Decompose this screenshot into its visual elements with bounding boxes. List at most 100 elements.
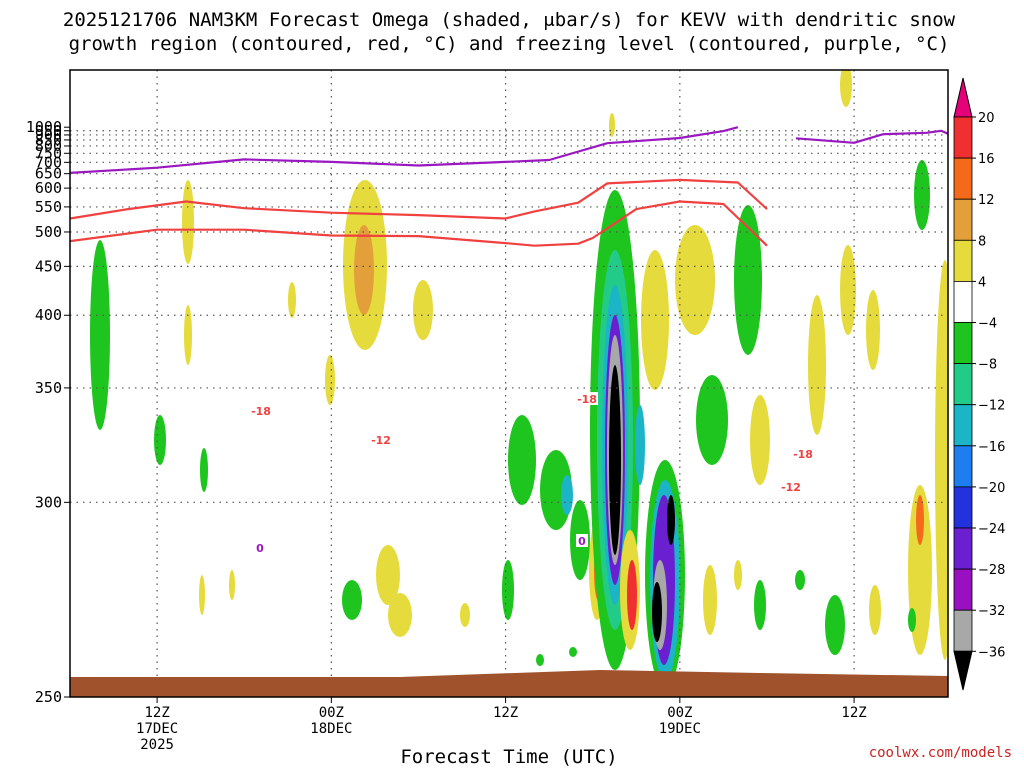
colorbar-segment: [953, 609, 973, 652]
omega-blob: [935, 260, 948, 660]
omega-blob: [229, 570, 235, 600]
omega-blob: [288, 282, 296, 318]
y-tick-label: 350: [35, 379, 62, 397]
label-bg: [370, 433, 392, 446]
omega-blob: [667, 495, 675, 545]
omega-blob: [840, 70, 852, 107]
omega-blob: [840, 245, 856, 335]
colorbar-segment: [953, 568, 973, 611]
y-tick-label: 400: [35, 306, 62, 324]
colorbar-label: 20: [978, 111, 995, 126]
colorbar-label: 16: [978, 152, 995, 167]
x-tick-label: 12Z: [493, 705, 518, 721]
omega-blob: [609, 113, 615, 137]
x-tick-label: 19DEC: [659, 721, 701, 737]
label-bg: [254, 541, 266, 554]
colorbar-bottom-triangle: [953, 650, 973, 691]
plot-frame: [69, 69, 949, 698]
omega-blob: [376, 545, 400, 605]
colorbar-segment: [953, 116, 973, 159]
y-tick-label: 850: [35, 131, 62, 149]
y-tick-label: 300: [35, 493, 62, 511]
omega-blob: [703, 565, 717, 635]
colorbar-segment: [953, 527, 973, 570]
colorbar-label: −12: [978, 399, 1005, 414]
omega-blob: [652, 582, 662, 642]
omega-blob: [90, 240, 110, 430]
omega-blob: [561, 475, 573, 515]
x-tick-label: 00Z: [667, 705, 692, 721]
omega-blob: [184, 305, 192, 365]
omega-blob: [808, 295, 826, 435]
omega-blob: [342, 580, 362, 620]
omega-blob: [508, 415, 536, 505]
isotherm-0C: [70, 126, 739, 174]
colorbar-label: −20: [978, 481, 1005, 496]
omega-blob: [609, 365, 621, 555]
omega-blob: [413, 280, 433, 340]
colorbar-label: 4: [978, 275, 986, 290]
omega-blob: [460, 603, 470, 627]
omega-blob: [388, 593, 412, 637]
omega-blob: [154, 415, 166, 465]
colorbar-segment: [953, 486, 973, 529]
chart-title-line1: 2025121706 NAM3KM Forecast Omega (shaded…: [63, 9, 956, 31]
colorbar-segment: [953, 280, 973, 323]
y-axis: 250 300 350 400 450 500 5506006507007508008509…: [26, 118, 70, 706]
colorbar-segment: [953, 157, 973, 200]
isotherm-0C-east: [795, 129, 948, 144]
label-bg: [792, 447, 814, 460]
label-neg12-a: -12: [371, 434, 391, 447]
colorbar-label: −8: [978, 358, 997, 373]
omega-blob: [502, 560, 514, 620]
y-tick-label: 900: [35, 126, 62, 144]
omega-blob: [825, 595, 845, 655]
y-tick-label: 650: [35, 165, 62, 183]
y-tick-label: 600: [35, 179, 62, 197]
label-neg18-a: -18: [251, 405, 271, 418]
credit-text: coolwx.com/models: [869, 745, 1012, 761]
y-tick-label: 450: [35, 257, 62, 275]
colorbar-label: −28: [978, 563, 1005, 578]
omega-blob: [325, 355, 335, 405]
label-bg: [576, 534, 588, 547]
isotherm-contours: [70, 126, 948, 247]
terrain: [70, 670, 948, 697]
omega-blob: [354, 225, 374, 315]
colorbar-top-triangle: [953, 77, 973, 118]
omega-blob: [908, 608, 916, 632]
label-neg18-c: -18: [793, 448, 813, 461]
omega-blob: [914, 160, 930, 230]
label-neg18-b: -18: [577, 393, 597, 406]
y-tick-label: 700: [35, 153, 62, 171]
y-tick-label: 500: [35, 223, 62, 241]
y-tick-label: 250: [35, 688, 62, 706]
omega-blob: [200, 448, 208, 492]
colorbar-label: −16: [978, 440, 1005, 455]
colorbar-label: −4: [978, 317, 997, 332]
x-tick-label: 12Z: [144, 705, 169, 721]
y-tick-label: 550: [35, 198, 62, 216]
x-tick-label: 12Z: [841, 705, 866, 721]
omega-blob: [675, 225, 715, 335]
chart-title-line2: growth region (contoured, red, °C) and f…: [69, 33, 950, 55]
label-bg: [780, 480, 802, 493]
colorbar-segment: [953, 363, 973, 406]
colorbar-label: 12: [978, 193, 995, 208]
colorbar-segment: [953, 404, 973, 447]
label-zero-a: 0: [256, 542, 264, 555]
y-tick-label: 1000: [26, 118, 62, 136]
omega-blob: [635, 405, 645, 485]
x-axis-title: Forecast Time (UTC): [400, 746, 617, 768]
x-tick-label: 17DEC: [136, 721, 178, 737]
x-tick-label: 2025: [140, 737, 174, 753]
omega-blob: [696, 375, 728, 465]
colorbar: 20 16 12 8 4 −4 −8 −12 −16 −20 −24 −28 −32 −36: [953, 77, 1005, 691]
isotherm-labels: -18 -18 -18 -12 -12 0 0: [250, 392, 814, 555]
omega-blob: [734, 205, 762, 355]
colorbar-segment: [953, 198, 973, 241]
colorbar-segment: [953, 239, 973, 282]
gridlines: [70, 70, 948, 697]
